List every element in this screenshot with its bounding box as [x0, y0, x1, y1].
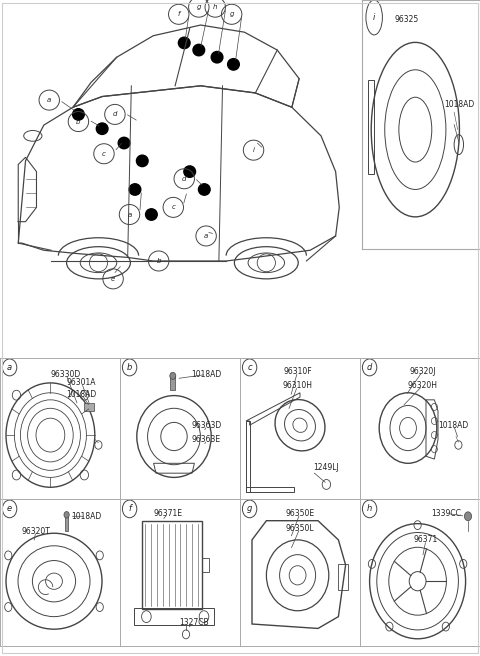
Text: g: g	[247, 504, 252, 514]
Circle shape	[184, 166, 195, 177]
Text: 1018AD: 1018AD	[191, 370, 222, 379]
Text: d: d	[113, 112, 117, 117]
Text: c: c	[247, 363, 252, 372]
Text: c: c	[102, 151, 106, 157]
Text: h: h	[367, 504, 372, 514]
Circle shape	[211, 51, 223, 63]
Text: i: i	[252, 147, 254, 153]
Text: d: d	[182, 176, 186, 182]
Text: 1339CC: 1339CC	[432, 509, 461, 518]
Text: g: g	[197, 4, 201, 10]
Text: 96320H: 96320H	[408, 381, 437, 390]
Text: 96371E: 96371E	[154, 509, 182, 518]
Circle shape	[129, 184, 141, 195]
Text: b: b	[127, 363, 132, 372]
Text: b: b	[156, 258, 161, 264]
Text: 96330D: 96330D	[51, 370, 81, 379]
Text: 96301A: 96301A	[67, 379, 96, 388]
Bar	[65, 516, 69, 531]
Text: d: d	[367, 363, 372, 372]
Text: 1327CB: 1327CB	[180, 618, 209, 627]
Bar	[142, 521, 202, 609]
Text: 1018AD: 1018AD	[444, 100, 474, 109]
Text: 96350E: 96350E	[286, 509, 314, 518]
Text: c: c	[171, 205, 175, 211]
Text: e: e	[7, 504, 12, 514]
Text: a: a	[47, 97, 51, 103]
Circle shape	[72, 109, 84, 120]
Circle shape	[193, 45, 204, 56]
Circle shape	[64, 512, 69, 518]
Text: f: f	[128, 504, 131, 514]
Bar	[170, 376, 175, 390]
Text: a: a	[7, 363, 12, 372]
Bar	[84, 403, 94, 411]
Circle shape	[170, 373, 176, 379]
Text: a: a	[204, 233, 208, 239]
Bar	[202, 558, 209, 572]
Text: a: a	[127, 211, 132, 218]
Circle shape	[464, 512, 471, 521]
Circle shape	[118, 137, 130, 149]
Text: 96325: 96325	[395, 16, 419, 24]
Text: e: e	[111, 276, 115, 282]
Text: 96310F: 96310F	[283, 367, 312, 376]
Text: 1018AD: 1018AD	[71, 512, 102, 521]
Text: i: i	[373, 13, 375, 22]
Text: 96363E: 96363E	[192, 435, 221, 444]
Text: 96320T: 96320T	[22, 527, 50, 535]
Circle shape	[228, 58, 240, 70]
Circle shape	[198, 184, 210, 195]
Circle shape	[145, 209, 157, 220]
Text: 96350L: 96350L	[286, 523, 314, 533]
Circle shape	[136, 155, 148, 167]
Text: f: f	[178, 11, 180, 17]
Text: g: g	[229, 11, 234, 17]
Text: 96363D: 96363D	[191, 420, 222, 430]
Text: 96310H: 96310H	[283, 381, 312, 390]
Text: 1018AD: 1018AD	[438, 420, 469, 430]
Text: b: b	[76, 119, 81, 125]
Text: 1249LJ: 1249LJ	[313, 463, 339, 472]
Circle shape	[179, 37, 190, 49]
Circle shape	[96, 123, 108, 134]
Text: 96320J: 96320J	[409, 367, 436, 376]
Bar	[338, 564, 348, 590]
Text: 96371: 96371	[414, 535, 438, 544]
Text: 1018AD: 1018AD	[66, 390, 97, 399]
Text: h: h	[213, 4, 217, 10]
